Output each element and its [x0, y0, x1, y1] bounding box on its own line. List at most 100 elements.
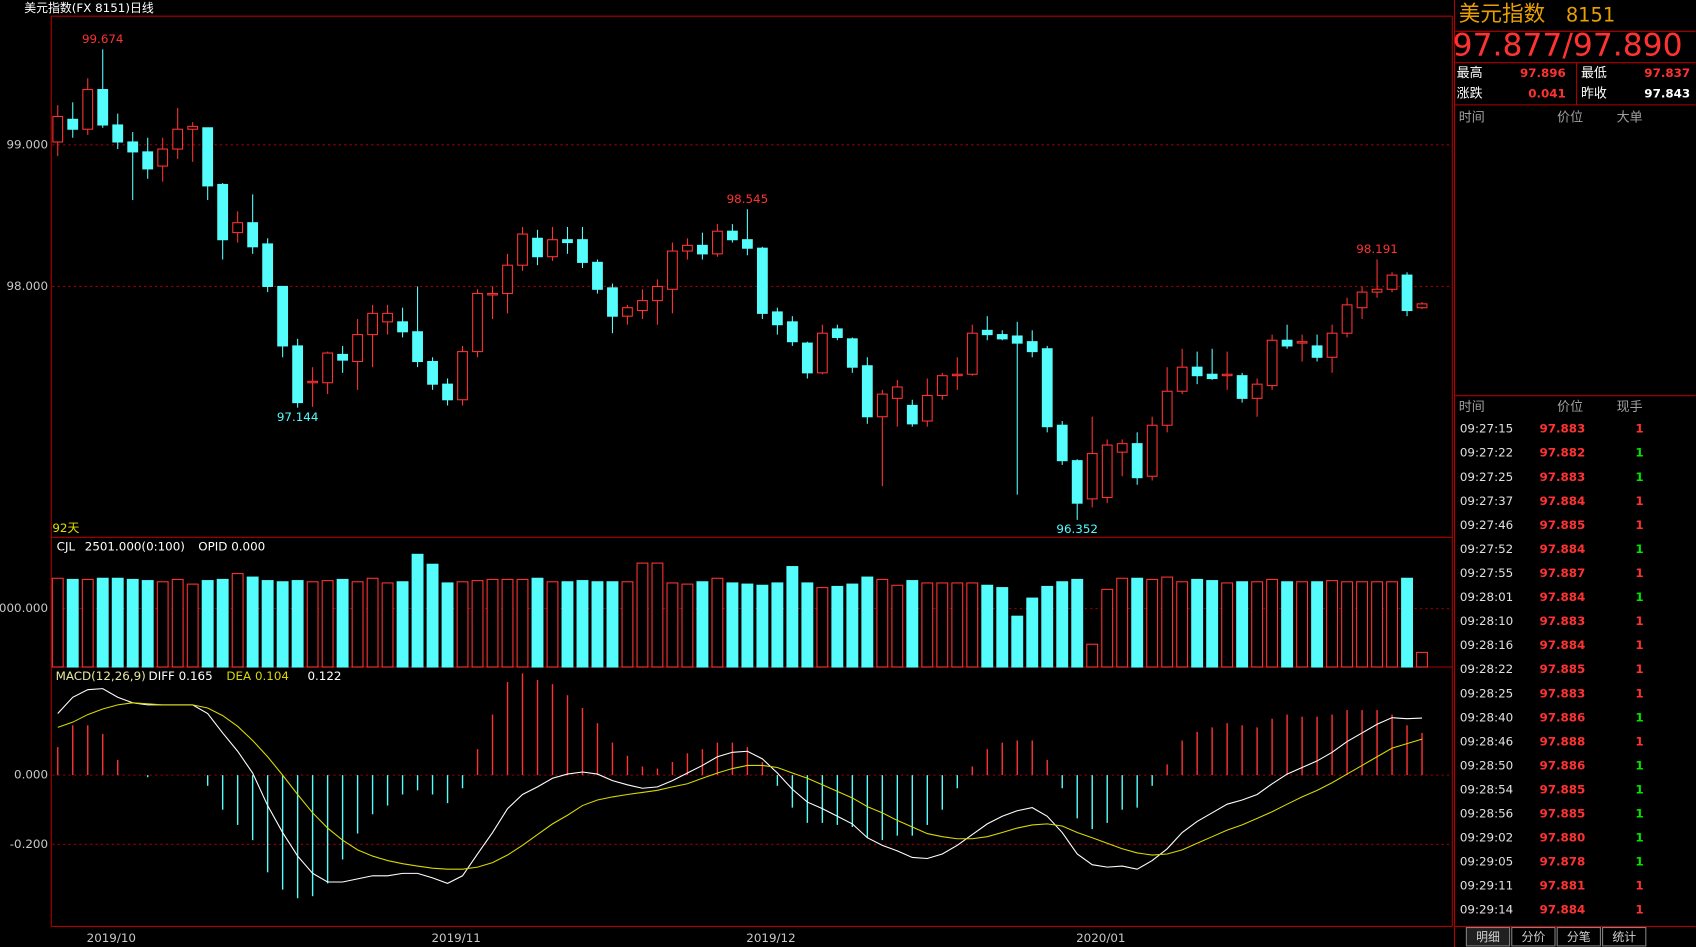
y-tick-label: 0.000: [14, 768, 48, 782]
tick-time: 09:28:10: [1460, 614, 1513, 628]
column-header: 时间: [1459, 400, 1485, 415]
candle-body: [1386, 274, 1398, 290]
candle-body: [172, 128, 184, 150]
candle-body: [981, 329, 993, 336]
volume-bar: [1206, 580, 1219, 668]
candle-body: [217, 183, 229, 241]
candle-body: [712, 230, 723, 255]
volume-bar: [351, 581, 364, 668]
volume-bar: [126, 578, 139, 668]
candle-body: [577, 239, 588, 263]
tick-time: 09:29:05: [1460, 855, 1513, 869]
volume-bar: [111, 577, 124, 668]
volume-bar: [1176, 581, 1189, 668]
tick-price: 97.883: [1539, 614, 1585, 628]
volume-bar: [936, 582, 949, 668]
candle-body: [52, 115, 64, 143]
volume-bar: [1266, 578, 1279, 668]
tab[interactable]: [1602, 927, 1647, 947]
candle-body: [607, 287, 618, 317]
volume-bar: [636, 562, 649, 668]
candle-body: [97, 89, 109, 126]
tab-label[interactable]: 明细: [1476, 930, 1500, 944]
tab[interactable]: [1465, 927, 1511, 947]
candle-body: [906, 404, 918, 425]
volume-bar: [486, 578, 499, 668]
volume-bar: [981, 584, 994, 668]
tick-price: 97.880: [1539, 831, 1585, 845]
candle-body: [127, 141, 139, 153]
volume-bar: [96, 577, 109, 668]
candle-body: [891, 386, 903, 399]
volume-bar: [906, 580, 919, 668]
tick-price: 97.882: [1539, 446, 1585, 460]
volume-bar: [1356, 581, 1369, 668]
candle-body: [1371, 288, 1383, 293]
candle-body: [996, 334, 1008, 340]
volume-bar: [621, 581, 634, 668]
column-header: 大单: [1617, 110, 1643, 125]
candle-body: [112, 124, 124, 143]
volume-bar: [246, 576, 259, 668]
volume-bar: [531, 577, 544, 668]
candle-body: [262, 243, 274, 287]
volume-bar: [756, 584, 769, 668]
volume-bar: [1161, 576, 1174, 668]
volume-bar: [471, 580, 484, 668]
x-tick-label: 2020/01: [1076, 931, 1125, 945]
candle-body: [1026, 341, 1038, 353]
candle-body: [1221, 373, 1233, 377]
candle-body: [1176, 366, 1188, 392]
volume-bar: [846, 583, 859, 668]
volume-bar: [696, 581, 709, 668]
candle-body: [82, 89, 94, 130]
candle-body: [771, 311, 783, 326]
tick-volume: 1: [1635, 446, 1643, 460]
volume-bar: [321, 580, 334, 668]
volume-bar: [1281, 581, 1294, 668]
candle-body: [1116, 443, 1128, 453]
tab-label[interactable]: 分价: [1522, 930, 1546, 944]
tick-volume: 1: [1635, 831, 1643, 845]
candle-body: [726, 230, 738, 241]
candle-body: [846, 338, 858, 368]
tick-price: 97.888: [1539, 734, 1585, 748]
volume-bar: [1131, 577, 1144, 668]
tick-time: 09:28:54: [1460, 782, 1513, 796]
candle-body: [412, 331, 423, 363]
candle-body: [232, 222, 244, 234]
tab[interactable]: [1511, 927, 1556, 947]
volume-bar: [861, 576, 874, 668]
tick-volume: 1: [1635, 782, 1643, 796]
tab-label[interactable]: 统计: [1612, 930, 1636, 944]
volume-bar: [1026, 597, 1039, 668]
candle-body: [622, 307, 633, 317]
tick-price: 97.883: [1539, 686, 1585, 700]
tick-time: 09:27:46: [1460, 518, 1513, 532]
volume-bar: [951, 582, 964, 668]
tick-price: 97.884: [1539, 638, 1585, 652]
candle-body: [517, 233, 528, 266]
volume-bar: [1071, 578, 1084, 668]
candle-body: [187, 125, 199, 130]
candle-body: [936, 375, 948, 397]
volume-bar: [291, 580, 304, 668]
candle-body: [1356, 291, 1368, 309]
tick-time: 09:27:52: [1460, 542, 1513, 556]
tick-time: 09:28:25: [1460, 686, 1513, 700]
volume-bar: [381, 582, 394, 668]
candle-body: [382, 312, 393, 323]
volume-bar: [1311, 581, 1324, 668]
tab-label[interactable]: 分笔: [1567, 930, 1591, 944]
volume-bar: [1326, 580, 1339, 668]
tab[interactable]: [1556, 927, 1601, 947]
volume-bar: [396, 581, 409, 668]
tick-price: 97.885: [1539, 807, 1585, 821]
volume-bar: [201, 580, 214, 668]
volume-bar: [1086, 643, 1099, 668]
candle-body: [472, 292, 483, 353]
high-label: 98.545: [727, 192, 769, 206]
volume-bar: [1101, 588, 1114, 668]
tick-time: 09:28:50: [1460, 758, 1513, 772]
